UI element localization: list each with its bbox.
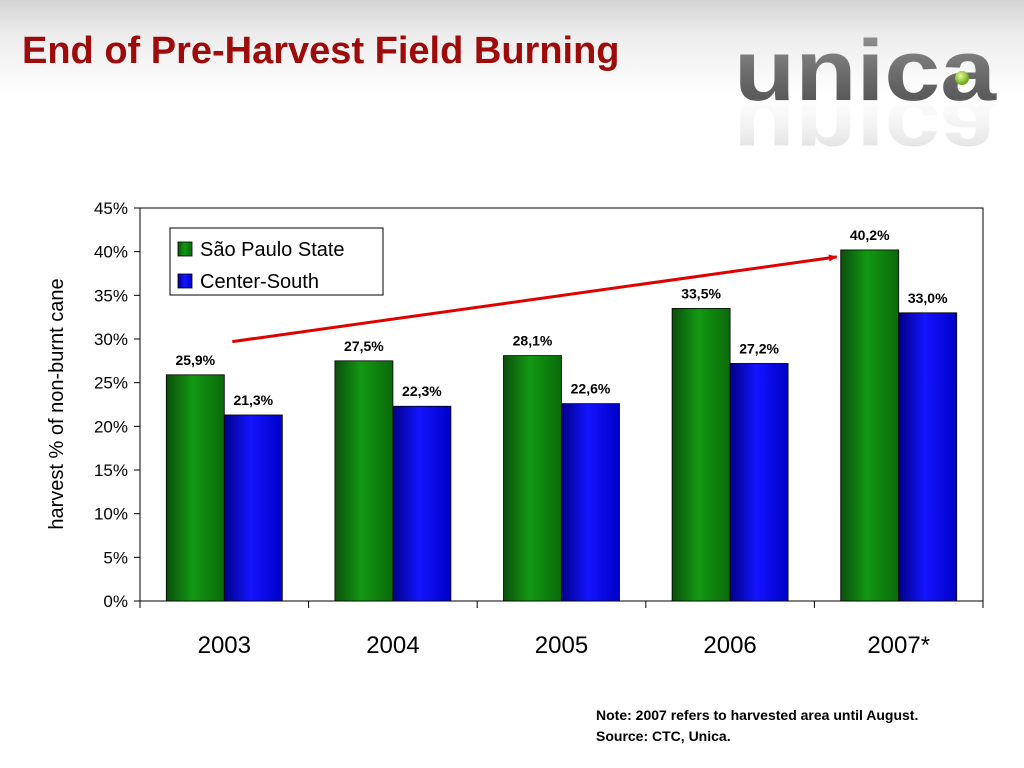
data-label: 27,2% xyxy=(739,340,779,356)
data-label: 27,5% xyxy=(344,338,384,354)
bar-center-south xyxy=(392,405,452,602)
y-axis-title: harvest % of non-burnt cane xyxy=(46,278,68,529)
x-axis: 2003 2004 2005 2006 2007* xyxy=(139,601,984,659)
logo-dot-icon xyxy=(955,71,969,85)
legend: São Paulo State Center-South xyxy=(169,227,384,296)
y-tick-label: 15% xyxy=(94,461,128,480)
y-tick-label: 5% xyxy=(103,548,128,567)
y-tick-label: 35% xyxy=(94,286,128,305)
data-label: 33,0% xyxy=(908,290,948,306)
legend-box xyxy=(169,227,384,296)
bar-sao-paulo xyxy=(334,360,394,602)
data-label: 22,6% xyxy=(571,381,611,397)
y-tick-label: 0% xyxy=(103,592,128,611)
bar-center-south xyxy=(561,403,620,602)
logo-text: unica xyxy=(734,23,997,119)
source-line: Source: CTC, Unica. xyxy=(596,728,731,744)
y-tick-label: 45% xyxy=(94,199,128,218)
bar-center-south xyxy=(729,363,789,602)
data-label: 40,2% xyxy=(850,227,890,243)
x-tick-label: 2007* xyxy=(867,632,930,659)
data-label: 33,5% xyxy=(681,285,721,301)
y-tick-label: 10% xyxy=(94,505,128,524)
data-label: 28,1% xyxy=(513,333,553,349)
data-label: 21,3% xyxy=(233,392,273,408)
legend-swatch-center-south xyxy=(177,273,193,289)
x-tick-label: 2004 xyxy=(366,632,419,659)
note-line: Note: 2007 refers to harvested area unti… xyxy=(596,707,919,723)
bar-sao-paulo xyxy=(840,249,900,602)
data-label: 22,3% xyxy=(402,383,442,399)
bar-sao-paulo xyxy=(165,374,225,602)
unica-logo: unica unica xyxy=(734,23,997,152)
y-tick-label: 30% xyxy=(94,330,128,349)
x-tick-label: 2006 xyxy=(703,632,756,659)
x-tick-label: 2003 xyxy=(198,632,251,659)
bar-center-south xyxy=(223,414,283,602)
bar-center-south xyxy=(898,312,958,602)
y-axis: 0% 5% 10% 15% 20% 25% 30% 35% 40% 45% xyxy=(94,199,140,611)
data-labels: 25,9% 27,5% 28,1% 33,5% 40,2% 21,3% 22,3% 22,6%… xyxy=(175,227,948,408)
bar-chart: 0%5%10%15%20%25%30%35%40%45% 2003 2004 200… xyxy=(46,199,984,659)
x-tick-label: 2005 xyxy=(535,632,588,659)
legend-swatch-sao-paulo xyxy=(177,241,193,257)
data-label: 25,9% xyxy=(175,352,215,368)
y-tick-label: 20% xyxy=(94,417,128,436)
bar-sao-paulo xyxy=(503,355,562,602)
footnote: Note: 2007 refers to harvested area unti… xyxy=(596,705,918,747)
logo-reflection: unica xyxy=(734,81,997,152)
header-band xyxy=(0,0,1024,95)
y-tick-label: 25% xyxy=(94,374,128,393)
slide-title: End of Pre-Harvest Field Burning xyxy=(22,30,620,72)
legend-label: Center-South xyxy=(200,271,319,293)
legend-label: São Paulo State xyxy=(200,239,345,261)
y-tick-label: 40% xyxy=(94,243,128,262)
bar-sao-paulo xyxy=(671,308,731,602)
trend-arrow xyxy=(232,254,838,344)
bars xyxy=(165,249,958,602)
